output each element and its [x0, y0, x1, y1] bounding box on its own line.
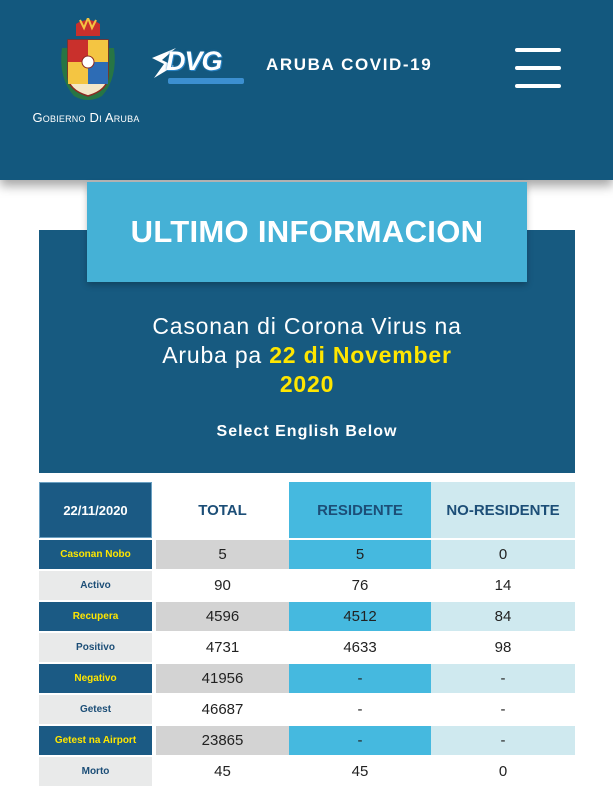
row-label-getest: Getest [39, 695, 152, 724]
subtitle-line-2: Aruba pa 22 di November [39, 341, 575, 370]
table-cell-total-casonan-nobo: 5 [156, 540, 289, 569]
row-label-morto: Morto [39, 757, 152, 786]
row-label-recupera: Recupera [39, 602, 152, 631]
table-cell-residente-activo: 76 [289, 571, 431, 600]
select-english-link[interactable]: Select English Below [216, 423, 398, 440]
subtitle-prefix: Aruba pa [162, 342, 270, 368]
hamburger-menu-button[interactable] [515, 46, 561, 90]
table-cell-no-residente-activo: 14 [431, 571, 575, 600]
table-cell-residente-negativo: - [289, 664, 431, 693]
table-cell-total-getest-na-airport: 23865 [156, 726, 289, 755]
app-header: Gobierno Di Aruba DVG ARUBA COVID-19 [0, 0, 613, 180]
covid-stats-table: 22/11/2020 TOTAL RESIDENTE NO-RESIDENTE … [39, 482, 575, 786]
table-cell-no-residente-casonan-nobo: 0 [431, 540, 575, 569]
hamburger-menu-icon [515, 46, 561, 90]
row-label-positivo: Positivo [39, 633, 152, 662]
table-date-header: 22/11/2020 [39, 482, 152, 538]
subtitle-date-1: 22 di November [269, 342, 452, 368]
table-cell-no-residente-getest-na-airport: - [431, 726, 575, 755]
table-cell-total-activo: 90 [156, 571, 289, 600]
dvg-logo[interactable]: DVG [148, 42, 246, 92]
gobierno-di-aruba-logo[interactable]: Gobierno Di Aruba [16, 18, 156, 130]
table-cell-no-residente-positivo: 98 [431, 633, 575, 662]
table-cell-total-recupera: 4596 [156, 602, 289, 631]
dvg-logo-subline [168, 78, 244, 84]
table-cell-no-residente-recupera: 84 [431, 602, 575, 631]
table-cell-residente-casonan-nobo: 5 [289, 540, 431, 569]
table-cell-no-residente-getest: - [431, 695, 575, 724]
table-cell-no-residente-negativo: - [431, 664, 575, 693]
table-cell-residente-positivo: 4633 [289, 633, 431, 662]
subtitle-line-1: Casonan di Corona Virus na [152, 313, 462, 339]
row-label-negativo: Negativo [39, 664, 152, 693]
table-cell-total-negativo: 41956 [156, 664, 289, 693]
row-label-casonan-nobo: Casonan Nobo [39, 540, 152, 569]
table-cell-residente-recupera: 4512 [289, 602, 431, 631]
banner-title: ULTIMO INFORMACION [130, 214, 484, 249]
row-label-activo: Activo [39, 571, 152, 600]
column-header-no-residente: NO-RESIDENTE [431, 482, 575, 538]
table-cell-total-positivo: 4731 [156, 633, 289, 662]
table-cell-residente-morto: 45 [289, 757, 431, 786]
table-cell-residente-getest: - [289, 695, 431, 724]
dvg-logo-text: DVG [166, 46, 223, 76]
table-cell-residente-getest-na-airport: - [289, 726, 431, 755]
table-cell-total-morto: 45 [156, 757, 289, 786]
table-cell-no-residente-morto: 0 [431, 757, 575, 786]
column-header-residente: RESIDENTE [289, 482, 431, 538]
ultimo-informacion-banner: ULTIMO INFORMACION [87, 182, 527, 282]
aruba-crest-icon [61, 18, 115, 100]
subtitle-date-2: 2020 [279, 371, 335, 397]
app-title: ARUBA COVID-19 [266, 55, 433, 74]
dvg-swoosh-icon [152, 48, 176, 78]
table-cell-total-getest: 46687 [156, 695, 289, 724]
column-header-total: TOTAL [156, 482, 289, 538]
row-label-getest-na-airport: Getest na Airport [39, 726, 152, 755]
cases-subtitle: Casonan di Corona Virus na Aruba pa 22 d… [39, 312, 575, 399]
govt-logo-text: Gobierno Di Aruba [32, 110, 140, 125]
